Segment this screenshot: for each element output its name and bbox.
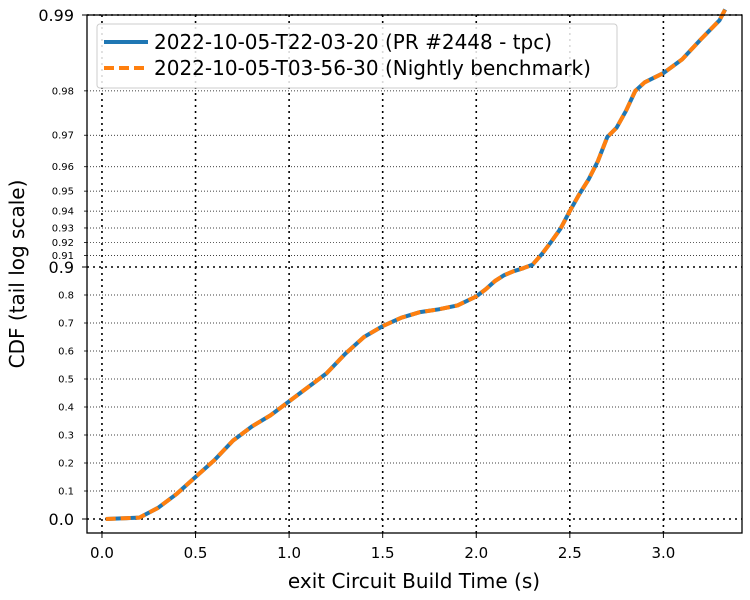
y-axis-ticks: 0.1 0.2 0.3 0.4 0.5 0.6 0.7 0.8 0.91 0.92 0.93 0.94… xyxy=(38,6,87,529)
y-axis-label: CDF (tail log scale) xyxy=(5,180,29,369)
y-minor-tick-label: 0.3 xyxy=(58,431,74,442)
legend-label-1: 2022-10-05-T03-56-30 (Nightly benchmark) xyxy=(154,56,591,80)
x-tick-label: 0.5 xyxy=(184,544,208,562)
y-minor-tick-label: 0.96 xyxy=(52,162,74,173)
x-tick-label: 1.0 xyxy=(277,544,301,562)
x-axis-label: exit Circuit Build Time (s) xyxy=(288,569,540,593)
legend-box xyxy=(96,23,618,89)
y-minor-tick-label: 0.7 xyxy=(58,319,74,330)
legend-label-0: 2022-10-05-T22-03-20 (PR #2448 - tpc) xyxy=(154,30,552,54)
y-minor-tick-label: 0.93 xyxy=(52,223,74,234)
y-minor-tick-label: 0.2 xyxy=(58,459,74,470)
y-minor-tick-label: 0.5 xyxy=(58,375,74,386)
series-line-1 xyxy=(105,8,727,521)
x-axis-ticks: 0.0 0.5 1.0 1.5 2.0 2.5 3.0 xyxy=(90,533,675,562)
y-minor-tick-label: 0.98 xyxy=(52,86,74,97)
x-tick-label: 0.0 xyxy=(90,544,114,562)
y-minor-tick-label: 0.6 xyxy=(58,347,74,358)
plot-area xyxy=(87,15,742,533)
x-tick-label: 1.5 xyxy=(371,544,395,562)
y-minor-tick-label: 0.1 xyxy=(58,487,74,498)
y-major-tick-label: 0.99 xyxy=(38,6,74,25)
y-minor-tick-label: 0.8 xyxy=(58,291,74,302)
y-major-tick-label: 0.9 xyxy=(49,258,74,277)
plot-frame xyxy=(86,14,743,534)
x-tick-label: 3.0 xyxy=(651,544,675,562)
y-minor-tick-label: 0.94 xyxy=(52,207,74,218)
y-minor-tick-label: 0.4 xyxy=(58,403,74,414)
y-minor-tick-label: 0.91 xyxy=(52,251,74,262)
legend: 2022-10-05-T22-03-20 (PR #2448 - tpc)202… xyxy=(96,23,618,89)
x-tick-label: 2.5 xyxy=(558,544,582,562)
y-major-tick-label: 0.0 xyxy=(49,510,74,529)
y-minor-tick-label: 0.95 xyxy=(52,187,74,198)
y-minor-tick-label: 0.92 xyxy=(52,238,74,249)
y-minor-tick-label: 0.97 xyxy=(52,131,74,142)
x-tick-label: 2.0 xyxy=(464,544,488,562)
series-lines xyxy=(105,8,727,521)
